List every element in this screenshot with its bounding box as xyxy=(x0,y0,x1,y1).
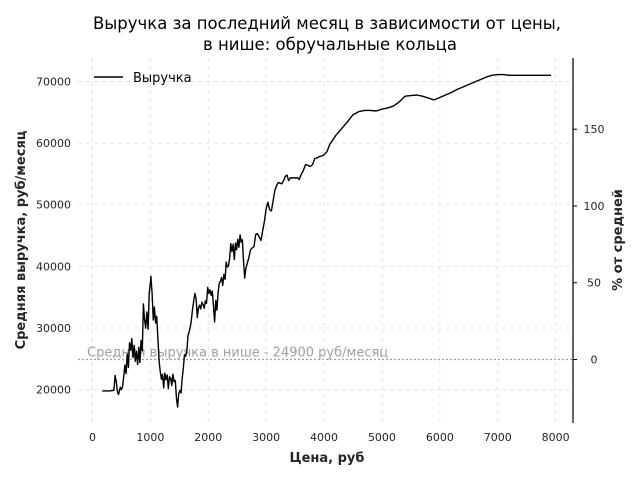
grid-lines xyxy=(78,58,573,423)
y-tick-label: 50000 xyxy=(36,199,71,212)
reference-line-label: Средняя выручка в нише - 24900 руб/месяц xyxy=(87,345,388,360)
x-tick-label: 7000 xyxy=(484,431,512,444)
y2-tick-label: 100 xyxy=(584,200,605,213)
y-tick-label: 60000 xyxy=(36,137,71,150)
x-tick-label: 4000 xyxy=(310,431,338,444)
chart-title-line-2: в нише: обручальные кольца xyxy=(203,35,457,54)
x-tick-label: 0 xyxy=(89,431,96,444)
legend: Выручка xyxy=(94,71,192,86)
y-tick-label: 40000 xyxy=(36,260,71,273)
x-tick-label: 5000 xyxy=(368,431,396,444)
y2-tick-label: 150 xyxy=(584,123,605,136)
x-tick-label: 8000 xyxy=(542,431,570,444)
reference-line-group: Средняя выручка в нише - 24900 руб/месяц xyxy=(78,345,573,360)
y-tick-label: 70000 xyxy=(36,75,71,88)
series-layer xyxy=(102,73,551,408)
y-tick-label: 20000 xyxy=(36,384,71,397)
x-tick-label: 1000 xyxy=(136,431,164,444)
x-tick-label: 6000 xyxy=(426,431,454,444)
y-axis-title: Средняя выручка, руб/месяц xyxy=(14,130,29,349)
y2-axis-title: % от средней xyxy=(611,189,626,291)
y-tick-label: 30000 xyxy=(36,322,71,335)
x-tick-label: 3000 xyxy=(252,431,280,444)
y-tick-labels: 20000 30000 40000 50000 60000 70000 xyxy=(36,75,71,396)
legend-label: Выручка xyxy=(133,71,192,86)
y2-tick-label: 0 xyxy=(591,353,598,366)
series-line xyxy=(102,73,551,408)
x-axis-title: Цена, руб xyxy=(290,451,365,466)
x-tick-labels: 0 1000 2000 3000 4000 5000 6000 7000 8000 xyxy=(89,431,570,444)
y2-tick-labels: 0 50 100 150 xyxy=(573,123,605,366)
chart-title-line-1: Выручка за последний месяц в зависимости… xyxy=(93,14,561,33)
x-tick-label: 2000 xyxy=(194,431,222,444)
y2-tick-label: 50 xyxy=(587,277,601,290)
